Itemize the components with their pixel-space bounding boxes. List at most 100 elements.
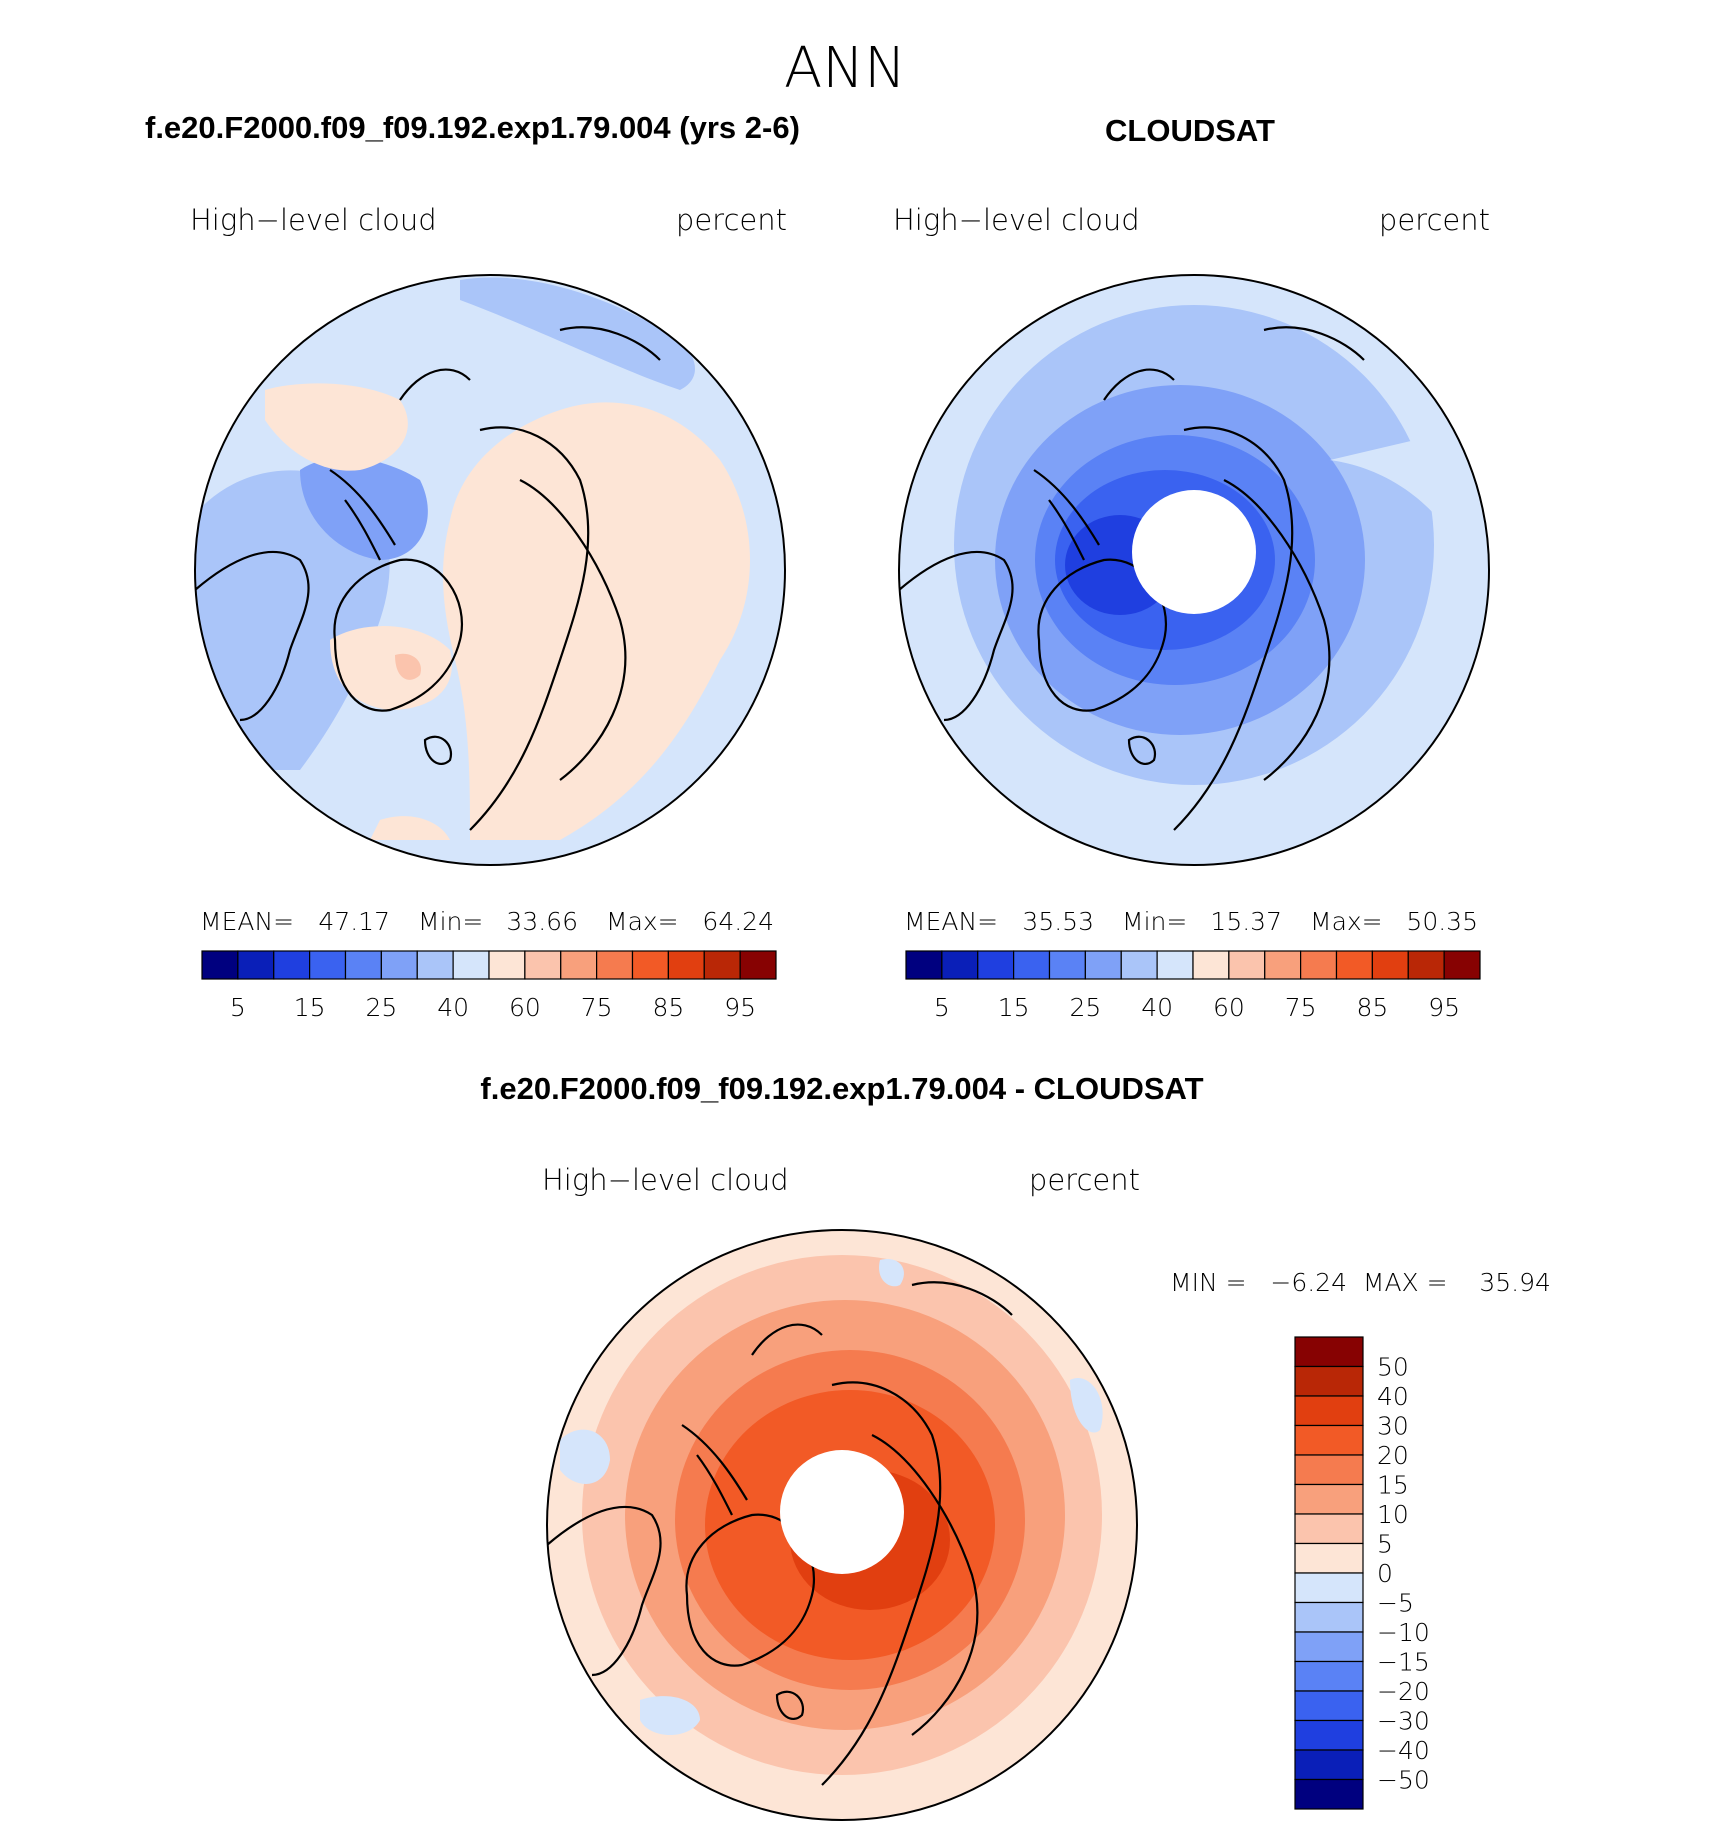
colorbar-swatch xyxy=(452,950,490,980)
colorbar-swatch xyxy=(273,950,311,980)
coastlines xyxy=(547,1281,1013,1786)
contour-region xyxy=(560,1429,610,1484)
coastlines xyxy=(195,326,661,831)
contour-region xyxy=(395,653,421,680)
colorbar-swatch xyxy=(560,950,598,980)
mean-label: MEAN= xyxy=(200,907,294,936)
map-border xyxy=(898,274,1490,866)
colorbar-swatch xyxy=(1156,950,1194,980)
colorbar-tick-label: −15 xyxy=(1377,1648,1430,1677)
colorbar-swatch xyxy=(703,950,741,980)
panel-model-units-label: percent xyxy=(676,203,787,237)
colorbar-swatch xyxy=(1264,950,1302,980)
colorbar-swatch xyxy=(344,950,382,980)
colorbar-swatch xyxy=(1084,950,1122,980)
panel-model: f.e20.F2000.f09_f09.192.exp1.79.004 (yrs… xyxy=(145,110,800,1022)
figure-title: ANN xyxy=(784,36,906,101)
colorbar-swatch xyxy=(1294,1336,1364,1368)
colorbar-swatch xyxy=(1228,950,1266,980)
colorbar-swatch xyxy=(1120,950,1158,980)
colorbar-tick-label: 85 xyxy=(652,993,684,1022)
colorbar-tick-label: 60 xyxy=(509,993,541,1022)
mean-value: 35.53 xyxy=(1022,907,1094,936)
min-label: Min= xyxy=(418,907,483,936)
colorbar-tick-label: −50 xyxy=(1377,1766,1430,1795)
colorbar-tick-label: 5 xyxy=(934,993,950,1022)
colorbar-tick-label: 75 xyxy=(581,993,613,1022)
map-border xyxy=(546,1229,1138,1821)
colorbar-tick-label: 60 xyxy=(1213,993,1245,1022)
colorbar-tick-label: 75 xyxy=(1285,993,1317,1022)
min-value: 15.37 xyxy=(1210,907,1282,936)
panel-obs-colorbar: 5 15 25 40 60 75 85 95 xyxy=(905,950,1481,1022)
panel-model-title: f.e20.F2000.f09_f09.192.exp1.79.004 (yrs… xyxy=(145,110,800,145)
colorbar-tick-label: 25 xyxy=(365,993,397,1022)
colorbar-swatch xyxy=(941,950,979,980)
colorbar-swatch xyxy=(1294,1601,1364,1633)
colorbar-swatch xyxy=(1294,1572,1364,1604)
contour-region xyxy=(370,816,450,840)
colorbar-swatch xyxy=(1443,950,1481,980)
colorbar-swatch xyxy=(596,950,634,980)
colorbar-swatch xyxy=(380,950,418,980)
colorbar-tick-label: 5 xyxy=(1377,1530,1393,1559)
map-border xyxy=(194,274,786,866)
colorbar-swatch xyxy=(416,950,454,980)
max-value: 50.35 xyxy=(1406,907,1478,936)
colorbar-tick-label: −10 xyxy=(1377,1618,1430,1647)
colorbar-swatch xyxy=(1294,1719,1364,1751)
colorbar-tick-label: 95 xyxy=(1428,993,1460,1022)
contour-region xyxy=(640,1696,700,1735)
colorbar-swatch xyxy=(905,950,943,980)
colorbar-tick-label: 40 xyxy=(1377,1382,1409,1411)
colorbar-tick-label: 0 xyxy=(1377,1559,1393,1588)
colorbar-swatch xyxy=(1294,1424,1364,1456)
panel-model-colorbar: 5 15 25 40 60 75 85 95 xyxy=(201,950,777,1022)
colorbar-swatch xyxy=(667,950,705,980)
panel-obs-map xyxy=(899,275,1489,865)
colorbar-tick-label: 50 xyxy=(1377,1353,1409,1382)
panel-diff: f.e20.F2000.f09_f09.192.exp1.79.004 - CL… xyxy=(480,1071,1551,1821)
panel-obs-field-label: High−level cloud xyxy=(893,203,1140,237)
colorbar-swatch xyxy=(1192,950,1230,980)
colorbar-swatch xyxy=(524,950,562,980)
max-label: Max= xyxy=(1310,907,1383,936)
colorbar-swatch xyxy=(201,950,239,980)
contour-region xyxy=(265,383,408,471)
colorbar-swatch xyxy=(1407,950,1445,980)
colorbar-tick-label: 5 xyxy=(230,993,246,1022)
panel-obs-units-label: percent xyxy=(1379,203,1490,237)
max-label: Max= xyxy=(606,907,679,936)
colorbar-swatch xyxy=(1294,1483,1364,1515)
contour-region xyxy=(330,626,452,710)
panel-model-field-label: High−level cloud xyxy=(190,203,437,237)
colorbar-swatch xyxy=(1294,1631,1364,1663)
colorbar-swatch xyxy=(1048,950,1086,980)
panel-model-stats: MEAN= 47.17 Min= 33.66 Max= 64.24 xyxy=(200,907,774,936)
contour-region xyxy=(1070,1378,1103,1433)
mean-value: 47.17 xyxy=(318,907,390,936)
colorbar-tick-label: 40 xyxy=(1141,993,1173,1022)
max-value: 64.24 xyxy=(702,907,774,936)
mean-label: MEAN= xyxy=(904,907,998,936)
colorbar-tick-label: 95 xyxy=(724,993,756,1022)
colorbar-tick-label: 20 xyxy=(1377,1441,1409,1470)
panel-obs-title: CLOUDSAT xyxy=(1105,113,1275,148)
colorbar-swatch xyxy=(488,950,526,980)
coastlines xyxy=(899,326,1365,831)
colorbar-swatch xyxy=(739,950,777,980)
colorbar-swatch xyxy=(237,950,275,980)
min-label: Min= xyxy=(1122,907,1187,936)
min-value: 33.66 xyxy=(506,907,578,936)
colorbar-swatch xyxy=(1294,1778,1364,1810)
panel-diff-field-label: High−level cloud xyxy=(542,1163,789,1197)
contour-region xyxy=(879,1259,904,1287)
contour-region xyxy=(300,457,428,560)
colorbar-tick-label: 15 xyxy=(1377,1471,1409,1500)
missing-data-hole xyxy=(780,1450,904,1574)
colorbar-swatch xyxy=(1013,950,1051,980)
missing-data-hole xyxy=(1132,490,1256,614)
colorbar-tick-label: 25 xyxy=(1069,993,1101,1022)
